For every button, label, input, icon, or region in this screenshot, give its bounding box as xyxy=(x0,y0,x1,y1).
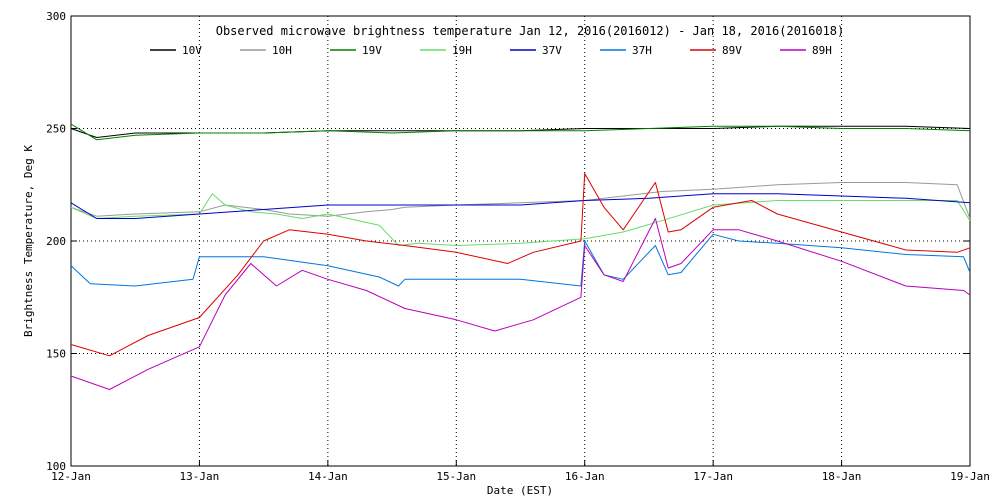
y-tick-label: 250 xyxy=(46,123,66,136)
legend-label-19v: 19V xyxy=(362,44,382,57)
chart-title: Observed microwave brightness temperatur… xyxy=(216,24,845,38)
x-tick-label: 14-Jan xyxy=(308,470,348,483)
series-line-37v xyxy=(70,193,971,219)
x-tick-label: 18-Jan xyxy=(822,470,862,483)
x-tick-label: 17-Jan xyxy=(693,470,733,483)
legend-label-10v: 10V xyxy=(182,44,202,57)
legend: 10V 10H 19V 19H 37V 37H 89V 89H xyxy=(150,44,832,57)
series-line-89v xyxy=(70,173,971,357)
x-tick-label: 12-Jan xyxy=(51,470,91,483)
x-tick-label: 19-Jan xyxy=(950,470,990,483)
x-tick-label: 16-Jan xyxy=(565,470,605,483)
y-tick-label: 150 xyxy=(46,348,66,361)
y-tick-label: 100 xyxy=(46,460,66,473)
series-line-10h xyxy=(70,182,971,219)
legend-label-10h: 10H xyxy=(272,44,292,57)
grid-lines xyxy=(71,16,970,466)
legend-label-89v: 89V xyxy=(722,44,742,57)
series-lines xyxy=(70,123,971,390)
y-tick-labels: 100 150 200 250 300 xyxy=(46,10,66,473)
series-line-19h xyxy=(70,193,971,246)
x-tick-label: 13-Jan xyxy=(180,470,220,483)
y-axis-label: Brightness Temperature, Deg K xyxy=(22,145,35,337)
x-tick-label: 15-Jan xyxy=(436,470,476,483)
series-line-19v xyxy=(70,123,971,141)
series-line-37h xyxy=(70,233,971,287)
series-line-89h xyxy=(70,218,971,390)
x-tick-labels: 12-Jan 13-Jan 14-Jan 15-Jan 16-Jan 17-Jan 18-J… xyxy=(51,470,990,483)
y-tick-label: 300 xyxy=(46,10,66,23)
x-axis-label: Date (EST) xyxy=(487,484,553,497)
legend-label-37v: 37V xyxy=(542,44,562,57)
legend-label-37h: 37H xyxy=(632,44,652,57)
y-tick-label: 200 xyxy=(46,235,66,248)
legend-label-19h: 19H xyxy=(452,44,472,57)
legend-label-89h: 89H xyxy=(812,44,832,57)
